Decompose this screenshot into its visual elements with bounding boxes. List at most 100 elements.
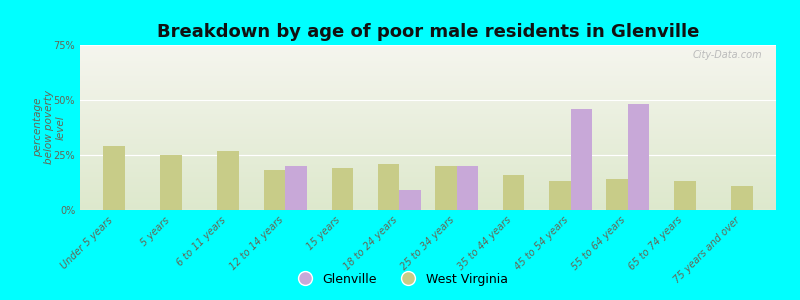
- Bar: [80, 88, 776, 89]
- Bar: [80, 147, 776, 149]
- Bar: [80, 126, 776, 127]
- Bar: [606, 179, 628, 210]
- Bar: [80, 205, 776, 207]
- Bar: [80, 118, 776, 119]
- Bar: [80, 60, 776, 61]
- Bar: [399, 190, 421, 210]
- Bar: [80, 61, 776, 63]
- Bar: [80, 203, 776, 205]
- Bar: [80, 128, 776, 129]
- Bar: [80, 177, 776, 178]
- Bar: [80, 103, 776, 104]
- Bar: [80, 104, 776, 106]
- Bar: [80, 146, 776, 147]
- Bar: [80, 152, 776, 154]
- Bar: [80, 71, 776, 73]
- Bar: [80, 185, 776, 187]
- Bar: [80, 53, 776, 55]
- Bar: [80, 56, 776, 58]
- Bar: [80, 70, 776, 71]
- Bar: [80, 80, 776, 81]
- Bar: [80, 141, 776, 142]
- Bar: [80, 136, 776, 137]
- Bar: [80, 122, 776, 124]
- Bar: [80, 58, 776, 60]
- Bar: [80, 165, 776, 167]
- Bar: [80, 157, 776, 159]
- Text: City-Data.com: City-Data.com: [693, 50, 762, 60]
- Bar: [80, 180, 776, 182]
- Bar: [80, 91, 776, 93]
- Bar: [80, 195, 776, 197]
- Bar: [80, 200, 776, 202]
- Bar: [80, 149, 776, 151]
- Bar: [80, 137, 776, 139]
- Bar: [80, 139, 776, 141]
- Bar: [80, 96, 776, 98]
- Bar: [80, 124, 776, 126]
- Bar: [80, 174, 776, 175]
- Legend: Glenville, West Virginia: Glenville, West Virginia: [287, 268, 513, 291]
- Bar: [80, 167, 776, 169]
- Title: Breakdown by age of poor male residents in Glenville: Breakdown by age of poor male residents …: [157, 23, 699, 41]
- Bar: [80, 89, 776, 91]
- Bar: [80, 99, 776, 101]
- Bar: [80, 46, 776, 48]
- Bar: [80, 175, 776, 177]
- Bar: [80, 112, 776, 114]
- Bar: [80, 85, 776, 86]
- Bar: [731, 186, 753, 210]
- Bar: [80, 199, 776, 200]
- Bar: [80, 142, 776, 144]
- Bar: [80, 50, 776, 52]
- Bar: [80, 169, 776, 170]
- Bar: [103, 146, 125, 210]
- Bar: [80, 119, 776, 121]
- Bar: [80, 154, 776, 155]
- Bar: [80, 45, 776, 46]
- Bar: [80, 75, 776, 76]
- Bar: [80, 131, 776, 132]
- Bar: [80, 188, 776, 190]
- Bar: [80, 63, 776, 65]
- Bar: [80, 81, 776, 83]
- Bar: [80, 172, 776, 174]
- Y-axis label: percentage
below poverty
level: percentage below poverty level: [33, 91, 66, 164]
- Bar: [80, 116, 776, 118]
- Bar: [80, 208, 776, 210]
- Bar: [80, 68, 776, 70]
- Bar: [80, 151, 776, 152]
- Bar: [80, 194, 776, 195]
- Bar: [80, 109, 776, 111]
- Bar: [674, 182, 695, 210]
- Bar: [80, 134, 776, 136]
- Bar: [80, 114, 776, 116]
- Bar: [80, 192, 776, 194]
- Bar: [80, 78, 776, 80]
- Bar: [80, 121, 776, 122]
- Bar: [80, 94, 776, 96]
- Bar: [502, 175, 525, 210]
- Bar: [80, 202, 776, 203]
- Bar: [80, 106, 776, 108]
- Bar: [264, 170, 286, 210]
- Bar: [161, 155, 182, 210]
- Bar: [80, 52, 776, 53]
- Bar: [80, 98, 776, 99]
- Bar: [80, 129, 776, 131]
- Bar: [457, 166, 478, 210]
- Bar: [80, 76, 776, 78]
- Bar: [80, 162, 776, 164]
- Bar: [80, 86, 776, 88]
- Bar: [80, 55, 776, 56]
- Bar: [80, 93, 776, 94]
- Bar: [80, 83, 776, 85]
- Bar: [331, 168, 354, 210]
- Bar: [80, 65, 776, 66]
- Bar: [80, 48, 776, 50]
- Bar: [549, 182, 570, 210]
- Bar: [80, 170, 776, 172]
- Bar: [80, 190, 776, 192]
- Bar: [80, 159, 776, 160]
- Bar: [628, 104, 650, 210]
